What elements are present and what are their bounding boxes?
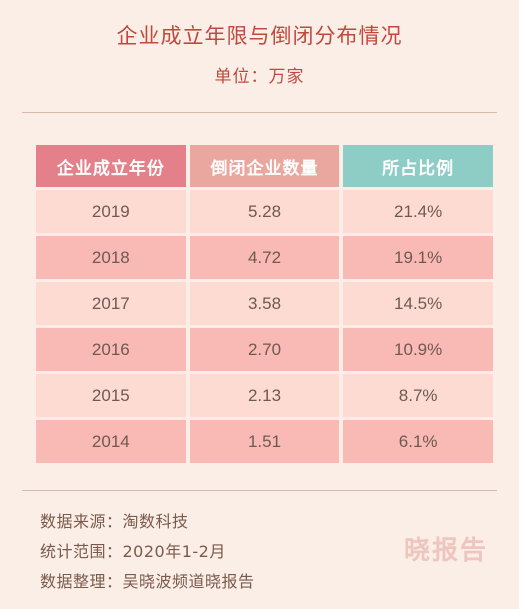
footer-range: 统计范围：2020年1-2月 (40, 542, 226, 561)
data-table: 企业成立年份 倒闭企业数量 所占比例 2019 5.28 21.4% 2018 … (32, 142, 497, 466)
cell-share: 6.1% (343, 420, 493, 463)
column-header-count: 倒闭企业数量 (189, 145, 340, 187)
chart-title: 企业成立年限与倒闭分布情况 (116, 24, 403, 48)
cell-share: 21.4% (343, 190, 493, 233)
footer-source: 数据来源：淘数科技 (40, 512, 189, 531)
cell-share: 10.9% (343, 328, 493, 371)
bottom-divider (22, 490, 497, 491)
table-row: 2018 4.72 19.1% (36, 236, 493, 279)
table-row: 2015 2.13 8.7% (36, 374, 493, 417)
top-divider (22, 112, 497, 113)
cell-count: 4.72 (189, 236, 340, 279)
cell-count: 5.28 (189, 190, 340, 233)
cell-count: 1.51 (189, 420, 340, 463)
watermark-logo: 晓报告 (404, 536, 489, 566)
cell-count: 2.70 (189, 328, 340, 371)
cell-count: 3.58 (189, 282, 340, 325)
table-row: 2017 3.58 14.5% (36, 282, 493, 325)
table-header-row: 企业成立年份 倒闭企业数量 所占比例 (36, 145, 493, 187)
cell-year: 2016 (36, 328, 186, 371)
table-row: 2014 1.51 6.1% (36, 420, 493, 463)
cell-share: 8.7% (343, 374, 493, 417)
cell-share: 19.1% (343, 236, 493, 279)
cell-count: 2.13 (189, 374, 340, 417)
table-row: 2016 2.70 10.9% (36, 328, 493, 371)
column-header-share: 所占比例 (343, 145, 493, 187)
column-header-year: 企业成立年份 (36, 145, 186, 187)
cell-year: 2017 (36, 282, 186, 325)
cell-year: 2018 (36, 236, 186, 279)
cell-year: 2014 (36, 420, 186, 463)
cell-year: 2019 (36, 190, 186, 233)
table-row: 2019 5.28 21.4% (36, 190, 493, 233)
cell-year: 2015 (36, 374, 186, 417)
cell-share: 14.5% (343, 282, 493, 325)
chart-subtitle: 单位：万家 (214, 67, 305, 87)
footer-compiled: 数据整理：吴晓波频道晓报告 (40, 572, 255, 591)
